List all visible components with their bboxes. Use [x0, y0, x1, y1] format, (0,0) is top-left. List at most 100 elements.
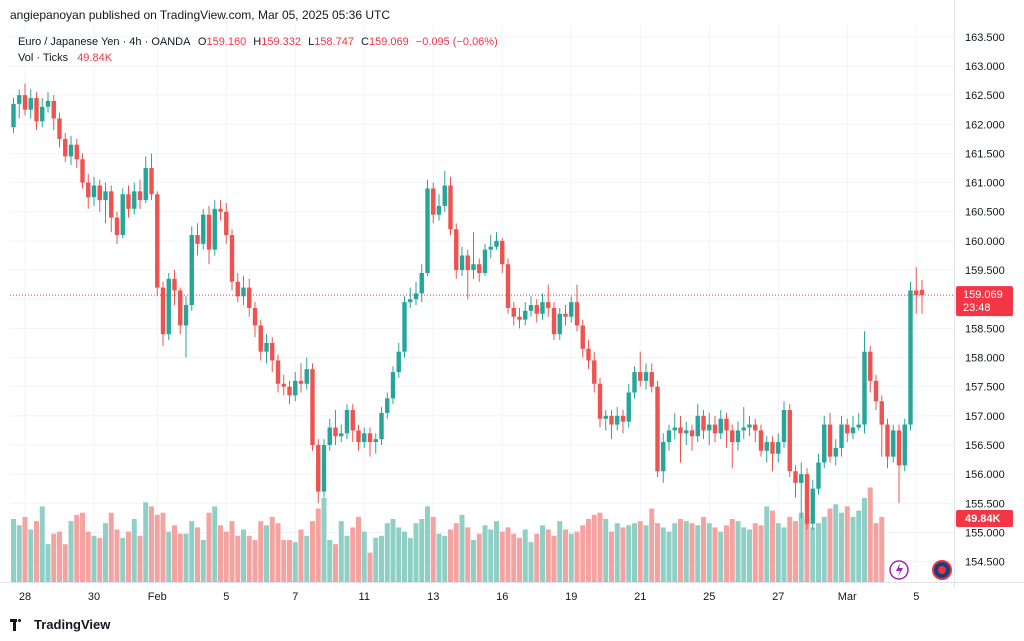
- candle-body[interactable]: [327, 427, 332, 445]
- candle-body[interactable]: [615, 415, 620, 425]
- candle-body[interactable]: [643, 372, 649, 381]
- candle-body[interactable]: [885, 424, 890, 457]
- candle-body[interactable]: [241, 287, 246, 297]
- candle-body[interactable]: [799, 474, 804, 483]
- candle-body[interactable]: [270, 342, 275, 361]
- candle-body[interactable]: [873, 380, 879, 402]
- candle-body[interactable]: [868, 351, 873, 381]
- candle-body[interactable]: [488, 246, 493, 250]
- candle-body[interactable]: [310, 369, 315, 445]
- candle-body[interactable]: [448, 185, 453, 230]
- legend-symbol[interactable]: Euro / Japanese Yen · 4h · OANDA: [18, 36, 190, 48]
- candle-body[interactable]: [793, 471, 798, 483]
- candle-body[interactable]: [919, 289, 925, 296]
- candle-body[interactable]: [195, 235, 200, 244]
- candle-body[interactable]: [120, 194, 125, 236]
- candle-body[interactable]: [891, 430, 896, 457]
- candle-body[interactable]: [666, 430, 672, 443]
- candle-body[interactable]: [718, 418, 723, 434]
- candle-body[interactable]: [833, 447, 838, 457]
- candle-body[interactable]: [74, 144, 79, 160]
- candle-body[interactable]: [569, 302, 574, 317]
- candle-body[interactable]: [304, 369, 309, 384]
- candle-body[interactable]: [396, 351, 401, 373]
- legend-volume-label[interactable]: Vol · Ticks: [18, 52, 69, 64]
- candle-body[interactable]: [465, 255, 470, 271]
- candle-body[interactable]: [776, 442, 781, 454]
- candle-body[interactable]: [97, 185, 102, 201]
- candle-body[interactable]: [281, 383, 286, 387]
- candle-body[interactable]: [672, 427, 677, 431]
- candle-body[interactable]: [63, 138, 68, 157]
- candle-body[interactable]: [735, 430, 741, 443]
- candle-body[interactable]: [132, 191, 137, 209]
- candle-body[interactable]: [511, 307, 516, 317]
- candle-body[interactable]: [764, 442, 769, 451]
- candle-body[interactable]: [172, 278, 177, 291]
- candle-body[interactable]: [574, 302, 580, 326]
- candle-body[interactable]: [339, 433, 344, 437]
- candle-body[interactable]: [753, 424, 758, 431]
- candle-body[interactable]: [597, 383, 603, 419]
- candle-body[interactable]: [229, 235, 235, 282]
- candle-body[interactable]: [212, 208, 217, 250]
- candle-body[interactable]: [247, 287, 252, 308]
- candle-body[interactable]: [695, 415, 700, 437]
- candle-body[interactable]: [367, 433, 373, 443]
- candle-body[interactable]: [902, 424, 907, 466]
- candle-body[interactable]: [293, 380, 298, 396]
- candle-body[interactable]: [551, 307, 557, 335]
- candle-body[interactable]: [431, 188, 436, 215]
- candle-body[interactable]: [275, 360, 281, 384]
- candle-body[interactable]: [252, 307, 258, 326]
- candle-body[interactable]: [258, 325, 263, 352]
- candle-body[interactable]: [109, 191, 114, 218]
- candle-body[interactable]: [896, 430, 902, 466]
- candle-body[interactable]: [350, 409, 355, 431]
- candle-body[interactable]: [206, 214, 212, 250]
- candle-body[interactable]: [28, 98, 33, 110]
- candle-body[interactable]: [149, 168, 154, 195]
- candle-body[interactable]: [126, 194, 131, 209]
- candle-body[interactable]: [724, 418, 729, 431]
- candle-body[interactable]: [114, 217, 120, 236]
- candle-body[interactable]: [914, 290, 919, 296]
- candle-body[interactable]: [609, 415, 614, 425]
- candle-body[interactable]: [908, 290, 913, 425]
- candle-body[interactable]: [11, 103, 16, 128]
- candle-body[interactable]: [287, 386, 292, 396]
- candle-body[interactable]: [505, 264, 511, 308]
- candle-body[interactable]: [160, 287, 166, 335]
- candle-body[interactable]: [523, 310, 528, 320]
- candle-body[interactable]: [528, 305, 534, 311]
- candle-body[interactable]: [603, 415, 608, 419]
- candle-body[interactable]: [517, 316, 522, 320]
- candle-body[interactable]: [316, 444, 321, 492]
- candle-body[interactable]: [482, 249, 488, 273]
- candle-body[interactable]: [155, 194, 160, 288]
- candle-body[interactable]: [385, 398, 390, 413]
- candle-body[interactable]: [822, 424, 827, 463]
- candle-body[interactable]: [655, 386, 660, 472]
- candle-body[interactable]: [845, 424, 850, 434]
- candle-body[interactable]: [373, 439, 378, 443]
- candle-body[interactable]: [189, 235, 194, 306]
- candle-body[interactable]: [546, 302, 551, 308]
- candle-body[interactable]: [413, 293, 419, 300]
- candle-body[interactable]: [68, 144, 74, 157]
- candle-body[interactable]: [471, 264, 476, 271]
- candle-body[interactable]: [781, 409, 787, 443]
- candle-body[interactable]: [741, 427, 746, 431]
- candle-body[interactable]: [40, 106, 45, 122]
- candle-body[interactable]: [827, 424, 833, 457]
- candle-body[interactable]: [34, 98, 39, 122]
- candle-body[interactable]: [224, 211, 229, 236]
- candle-body[interactable]: [321, 444, 327, 492]
- candle-body[interactable]: [689, 430, 695, 437]
- candle-body[interactable]: [178, 290, 183, 326]
- candle-body[interactable]: [356, 430, 361, 443]
- candle-body[interactable]: [632, 372, 637, 393]
- candle-body[interactable]: [235, 281, 240, 297]
- candle-body[interactable]: [333, 427, 338, 437]
